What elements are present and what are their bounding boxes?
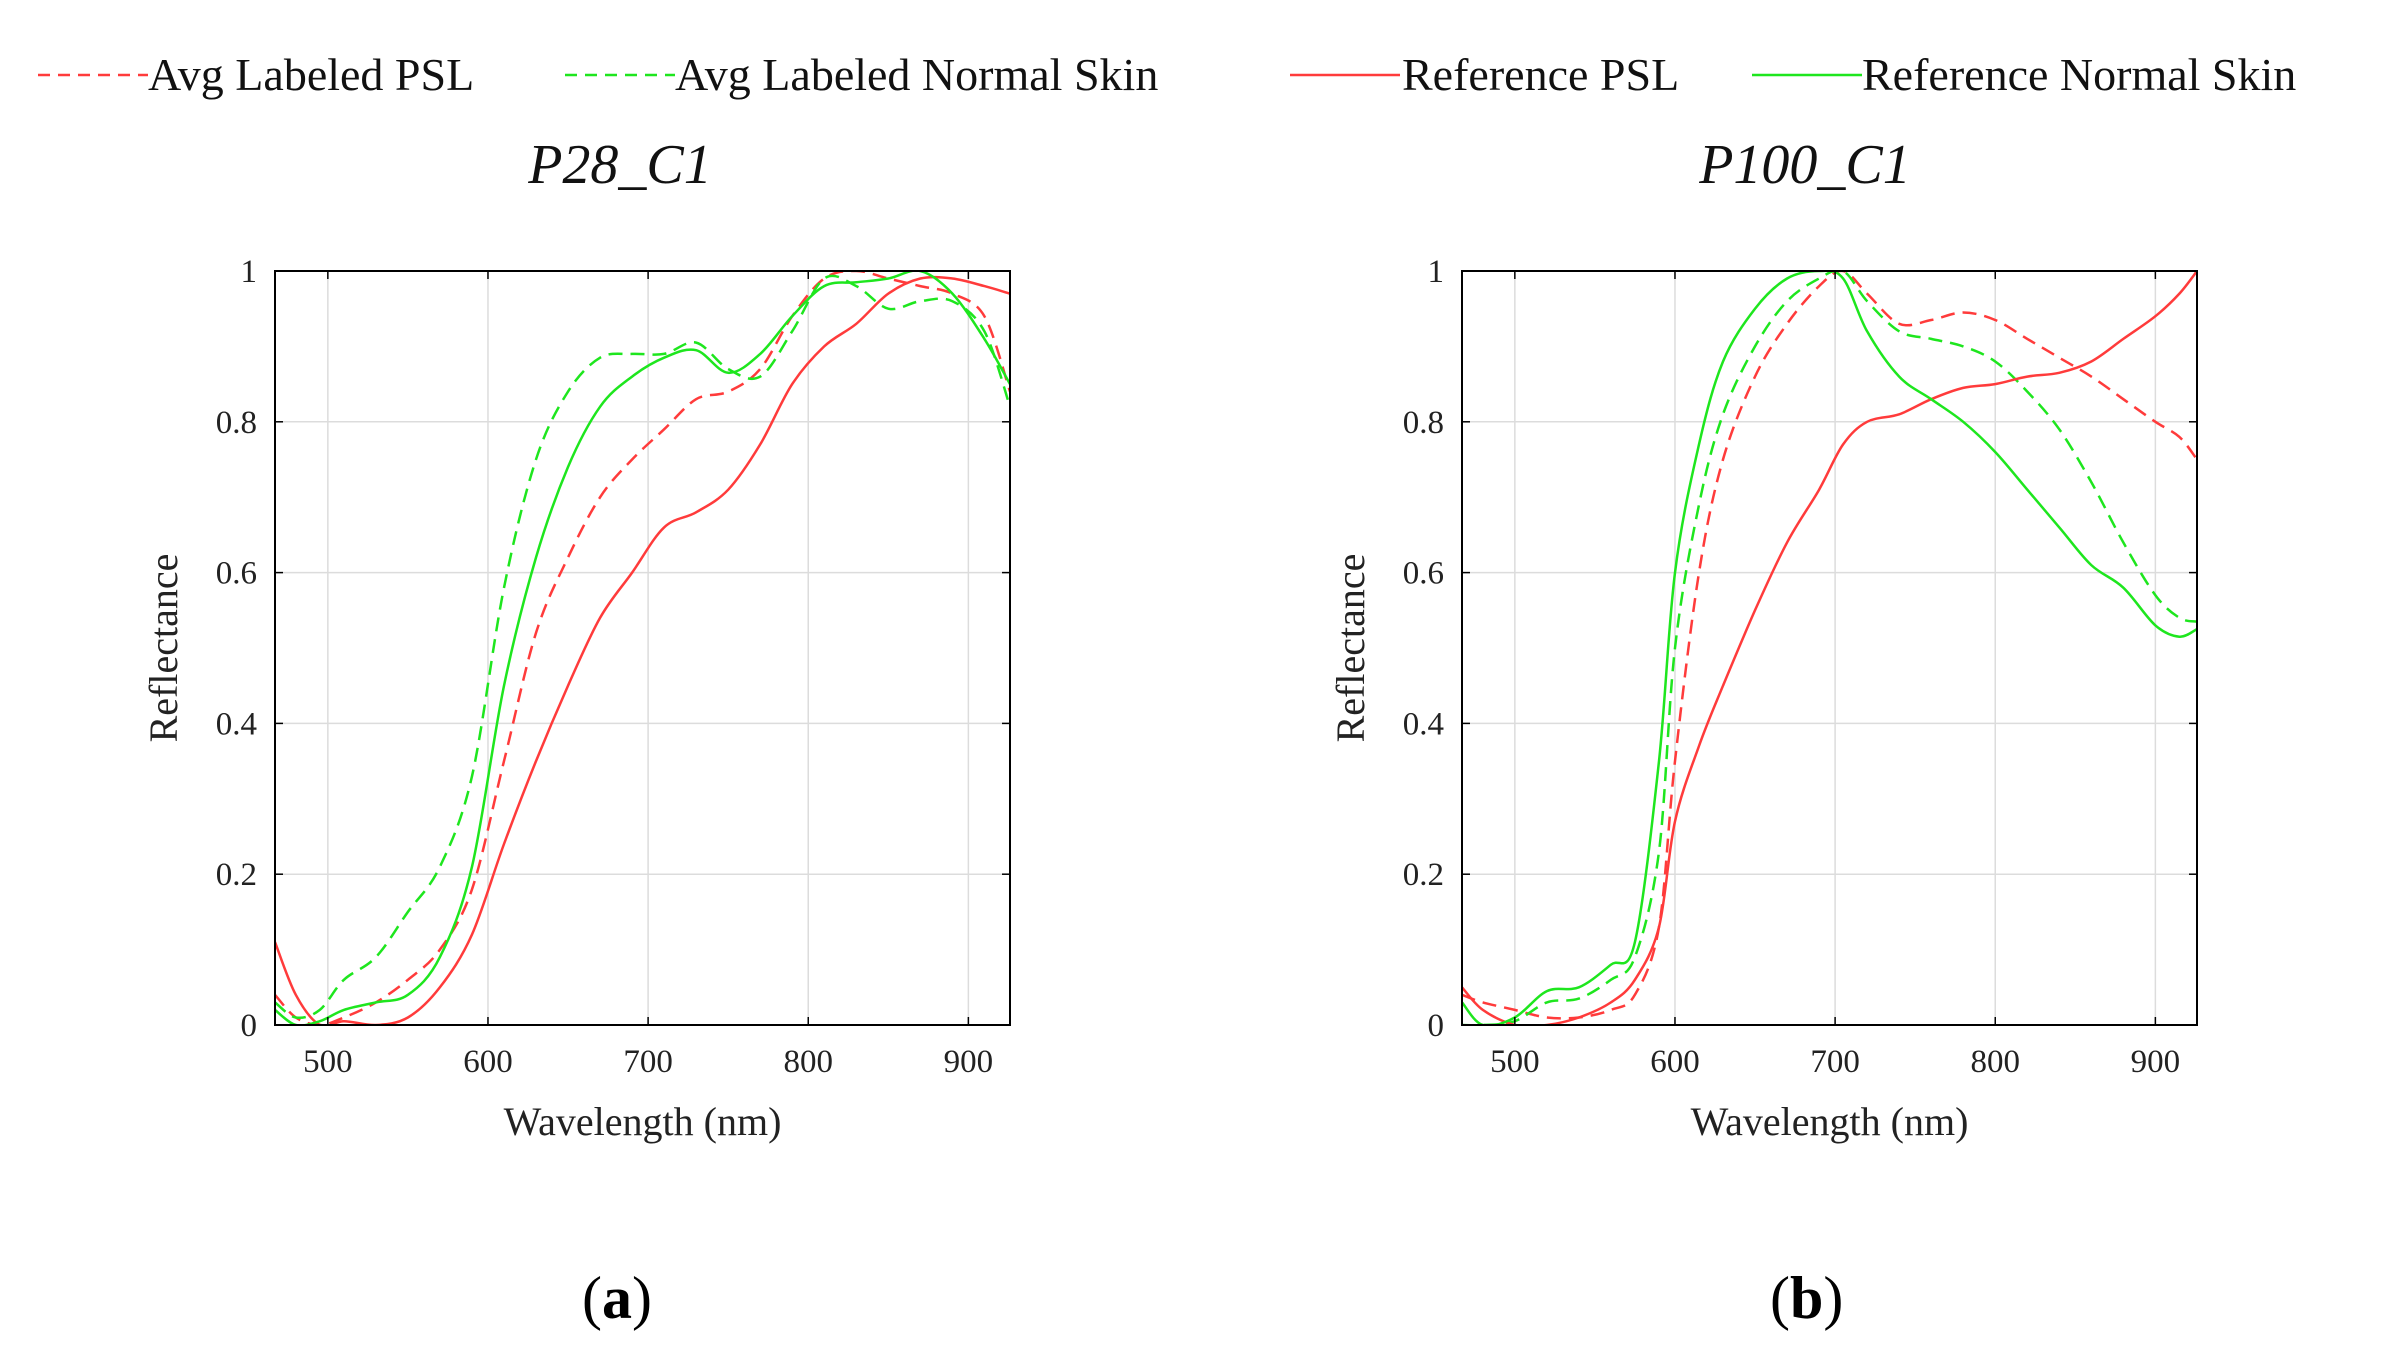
x-tick-label: 500 [1490,1044,1540,1080]
x-tick-label: 800 [783,1044,833,1080]
y-tick-label: 0.2 [216,857,257,893]
y-tick-label: 0.8 [216,405,257,441]
series-line-1 [275,271,1010,1025]
grid [275,270,1010,1026]
x-axis-label: Wavelength (nm) [1691,1099,1969,1144]
legend-label: Avg Labeled Normal Skin [675,49,1158,100]
panel-letter: a [602,1265,632,1331]
y-tick-label: 0.6 [216,556,257,592]
y-tick-label: 0.8 [1403,405,1444,441]
x-tick-label: 800 [1970,1044,2020,1080]
y-tick-label: 0.4 [1403,706,1444,742]
chart-title: P100_C1 [1698,134,1911,196]
series-line-4 [1462,271,2197,1025]
x-axis-label: Wavelength (nm) [504,1099,782,1144]
legend-entry: Avg Labeled PSL [38,49,474,100]
legend-entry: Avg Labeled Normal Skin [565,49,1158,100]
series-line-4 [275,271,1010,1025]
series-line-2 [1462,271,2197,1025]
legend-entry: Reference PSL [1290,49,1679,100]
y-tick-label: 1 [1428,254,1445,290]
y-tick-label: 0 [1428,1008,1445,1044]
x-tick-label: 900 [944,1044,994,1080]
legend-label: Reference Normal Skin [1862,49,2296,100]
legend-label: Reference PSL [1402,49,1679,100]
series-group [275,271,1010,1025]
y-tick-label: 0.6 [1403,556,1444,592]
axes-frame [274,270,1011,1026]
x-tick-label: 900 [2131,1044,2181,1080]
x-tick-label: 600 [463,1044,513,1080]
legend: Avg Labeled PSL Avg Labeled Normal Skin Re… [38,49,2296,100]
series-line-2 [275,274,1010,1020]
grid [1462,270,2197,1026]
y-axis-label: Reflectance [141,554,186,743]
series-line-3 [1462,271,2197,1025]
legend-entry: Reference Normal Skin [1752,49,2296,100]
y-tick-label: 0.2 [1403,857,1444,893]
panel-b: P100_C1 500 600 700 800 900 0 0.2 0.4 0.6 0.8 1 Wave… [1328,134,2198,1331]
y-tick-label: 1 [241,254,258,290]
x-tick-label: 500 [303,1044,353,1080]
legend-label: Avg Labeled PSL [148,49,474,100]
chart-title: P28_C1 [527,134,712,196]
series-line-1 [1462,271,2197,1020]
x-tick-label: 600 [1650,1044,1700,1080]
panel-a: P28_C1 500 600 700 800 900 0 0.2 0.4 0.6 0.8 1 Wavel… [141,134,1011,1331]
x-tick-label: 700 [1810,1044,1860,1080]
y-tick-label: 0.4 [216,706,257,742]
y-axis-label: Reflectance [1328,554,1373,743]
panel-label: (b) [1770,1265,1843,1331]
series-line-3 [275,275,1010,1025]
panel-letter: b [1790,1265,1823,1331]
y-tick-label: 0 [241,1008,258,1044]
series-group [1462,271,2197,1025]
panel-label: (a) [582,1265,652,1331]
x-tick-label: 700 [623,1044,673,1080]
axes-frame [1461,270,2198,1026]
